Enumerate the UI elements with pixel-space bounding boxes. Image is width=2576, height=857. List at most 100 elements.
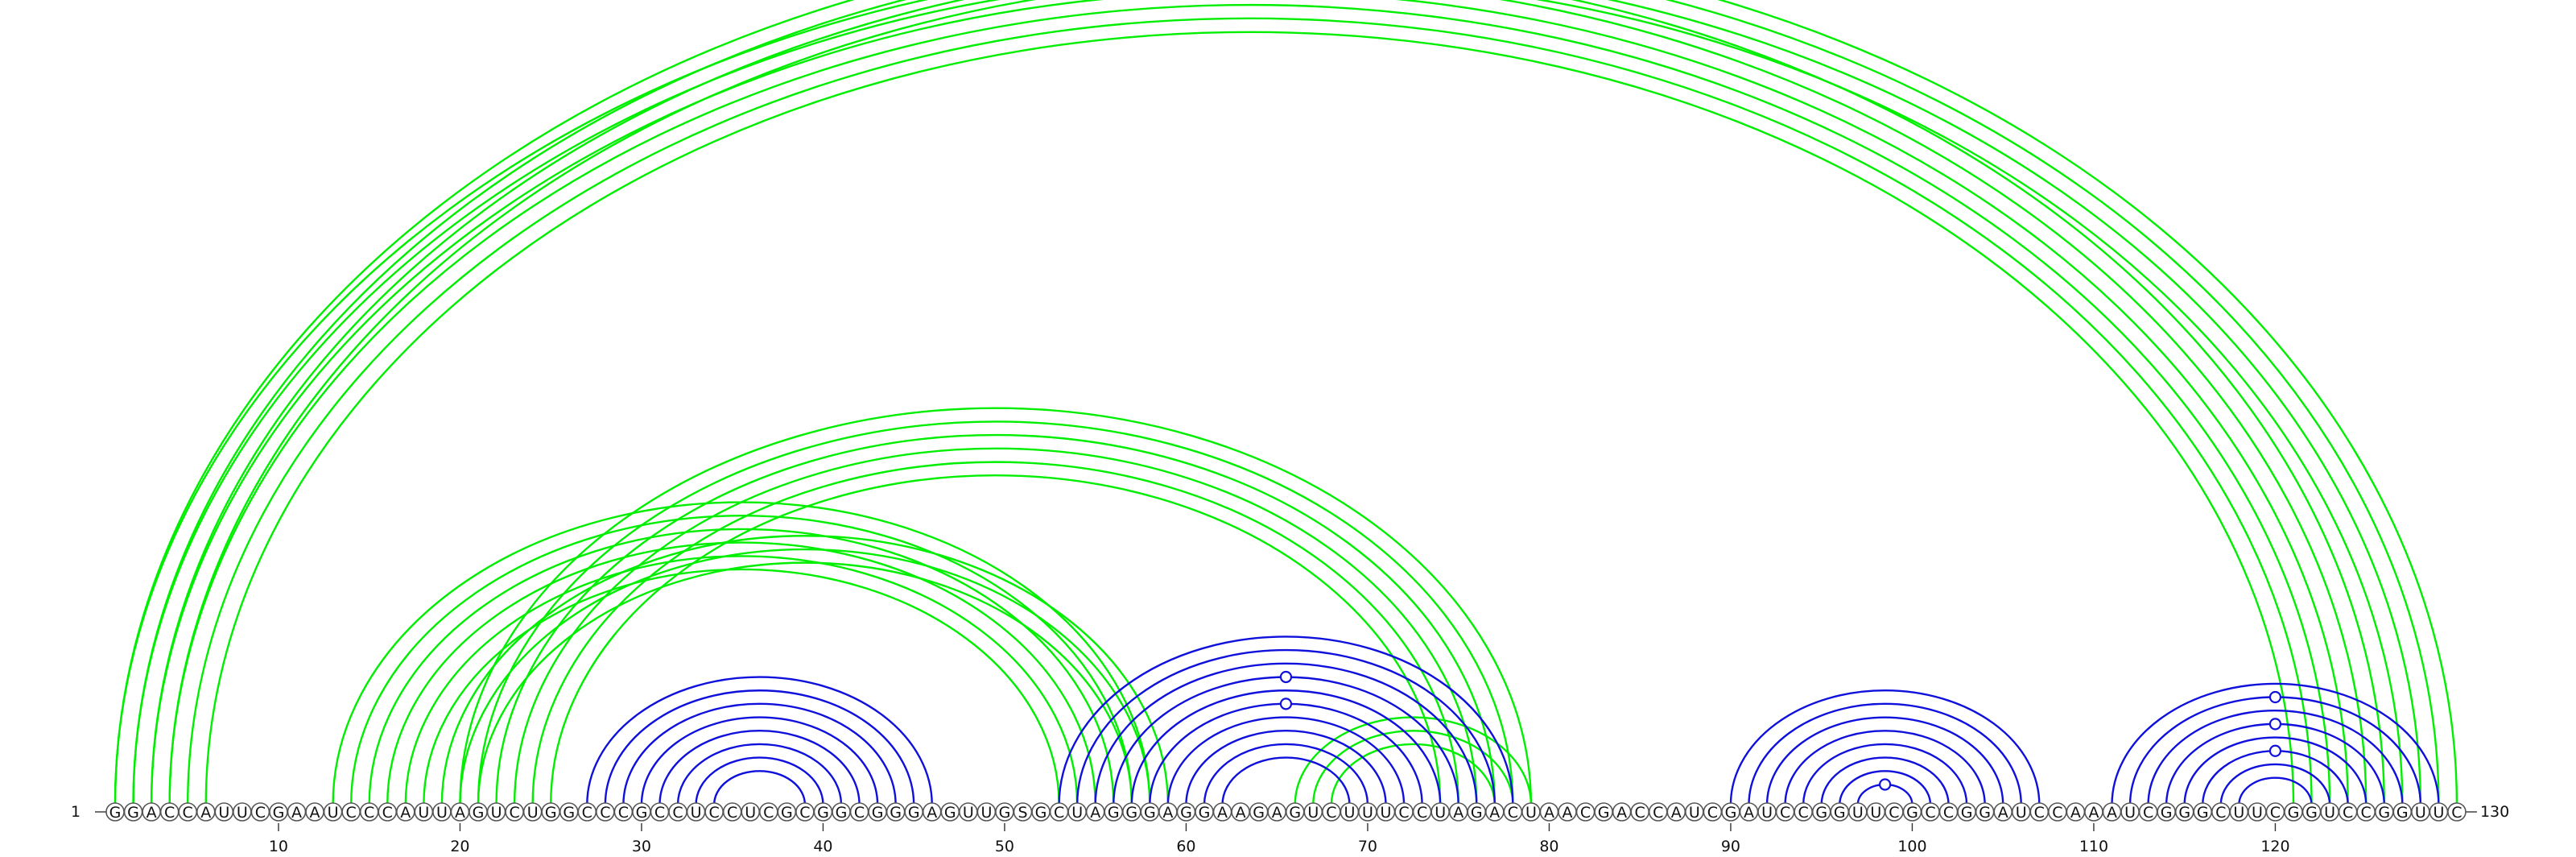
axis-tick-label: 90 bbox=[1721, 838, 1740, 855]
base-pair-arc bbox=[168, 0, 2404, 805]
nucleotide: A bbox=[2084, 802, 2103, 822]
nucleotide: A bbox=[1666, 802, 1686, 822]
base-pair-arc bbox=[459, 407, 1533, 805]
nucleotide-letter: C bbox=[763, 804, 774, 822]
base-pair-arc bbox=[712, 770, 807, 805]
base-pair-arc bbox=[1221, 756, 1351, 805]
nucleotide: G bbox=[2301, 802, 2322, 822]
nucleotide-letter: C bbox=[1798, 804, 1809, 822]
nucleotide-letter: A bbox=[1616, 804, 1627, 822]
nucleotide-letter: C bbox=[2052, 804, 2062, 822]
axis-tick-label: 50 bbox=[995, 838, 1014, 855]
nucleotide-letter: A bbox=[1998, 804, 2008, 822]
nucleotide: C bbox=[596, 802, 615, 822]
nucleotide-letter: G bbox=[1598, 804, 1610, 822]
nucleotide-letter: C bbox=[1889, 804, 1899, 822]
nucleotide: G bbox=[2284, 802, 2303, 822]
nucleotide: U bbox=[522, 802, 543, 822]
nucleotide: C bbox=[758, 802, 778, 822]
base-pair-arc bbox=[368, 528, 1115, 805]
nucleotide: C bbox=[1921, 802, 1940, 822]
nucleotide: G bbox=[269, 802, 288, 822]
nucleotide: C bbox=[250, 802, 270, 822]
base-pair-arc bbox=[604, 689, 915, 805]
nucleotide-letter: G bbox=[1471, 804, 1483, 822]
nucleotide: G bbox=[1285, 802, 1305, 822]
nucleotide-letter: U bbox=[2433, 804, 2444, 822]
nucleotide: C bbox=[2447, 802, 2467, 822]
nucleotide: U bbox=[1358, 802, 1377, 822]
nucleotide: C bbox=[1794, 802, 1813, 822]
axis-tick-label: 70 bbox=[1358, 838, 1377, 855]
nucleotide-letter: G bbox=[890, 804, 902, 822]
nucleotide-circle bbox=[2447, 802, 2467, 822]
axis-tick-label: 20 bbox=[450, 838, 469, 855]
nucleotide-letter: G bbox=[1906, 804, 1918, 822]
nucleotide: U bbox=[2229, 802, 2249, 822]
nucleotide: G bbox=[777, 802, 797, 822]
sequence-ends: 1 130 bbox=[71, 803, 2509, 821]
nucleotide-letter: C bbox=[255, 804, 266, 822]
nucleotide: C bbox=[2029, 802, 2050, 822]
nucleotide: G bbox=[1721, 802, 1740, 822]
nucleotide: A bbox=[395, 802, 415, 822]
base-pair-arc bbox=[1166, 716, 1406, 805]
nucleotide: U bbox=[2320, 802, 2339, 822]
nucleotide-letter: G bbox=[2378, 804, 2390, 822]
base-pair-arc bbox=[1312, 730, 1514, 805]
nucleotide-letter: G bbox=[1144, 804, 1156, 822]
nucleotide-letter: A bbox=[1453, 804, 1463, 822]
base-pair-arc bbox=[423, 568, 1060, 805]
nucleotide-letter: G bbox=[1125, 804, 1137, 822]
base-pair-arc bbox=[513, 447, 1478, 805]
base-pair-arc bbox=[440, 535, 1170, 805]
nucleotide: G bbox=[995, 802, 1014, 822]
nucleotide: G bbox=[1176, 802, 1196, 822]
nucleotide-letter: G bbox=[1979, 804, 1991, 822]
nucleotide-letter: G bbox=[1961, 804, 1973, 822]
base-pair-arc bbox=[1729, 689, 2041, 805]
nucleotide: C bbox=[577, 802, 597, 822]
nucleotide-letter: C bbox=[183, 804, 193, 822]
base-pair-arc bbox=[1185, 730, 1387, 805]
base-pair-arc bbox=[1203, 743, 1369, 805]
nucleotide-letter: C bbox=[2143, 804, 2153, 822]
base-pair-arc bbox=[132, 0, 2368, 805]
nucleotide-letter: C bbox=[2343, 804, 2353, 822]
nucleotide-letter: G bbox=[1253, 804, 1265, 822]
nucleotide: G bbox=[904, 802, 923, 822]
base-pair-arc bbox=[134, 0, 2439, 805]
nucleotide-letter: A bbox=[1563, 804, 1573, 822]
start-label: 1 bbox=[71, 803, 80, 821]
nucleotide-letter: G bbox=[908, 804, 920, 822]
base-pair-arc bbox=[695, 756, 824, 805]
nucleotide: A bbox=[287, 802, 307, 822]
nucleotide-letter: G bbox=[2288, 804, 2300, 822]
nucleotide-letter: G bbox=[836, 804, 848, 822]
nucleotide: C bbox=[159, 802, 180, 822]
nucleotide: U bbox=[1521, 802, 1541, 822]
nucleotide: G bbox=[813, 802, 833, 822]
base-pair-arc bbox=[622, 702, 897, 805]
nucleotide-letter: C bbox=[382, 804, 393, 822]
nucleotide: U bbox=[323, 802, 343, 822]
nucleotide: U bbox=[959, 802, 978, 822]
nucleotide: A bbox=[1085, 802, 1105, 822]
nucleotide: G bbox=[123, 802, 143, 822]
base-pair-arc bbox=[1094, 662, 1478, 805]
nucleotide-letter: U bbox=[2124, 804, 2136, 822]
nucleotide-letter: C bbox=[1707, 804, 1718, 822]
nucleotide: U bbox=[1067, 802, 1087, 822]
base-pair-arc bbox=[151, 0, 2421, 805]
nucleotide: G bbox=[1902, 802, 1922, 822]
base-pair-arc bbox=[1130, 689, 1442, 805]
nucleotide-letter: C bbox=[2361, 804, 2372, 822]
nucleotide: S bbox=[1013, 802, 1033, 822]
base-pair-arc bbox=[640, 716, 879, 805]
nucleotide: C bbox=[668, 802, 687, 822]
base-pair-arc bbox=[1802, 743, 1968, 805]
nucleotide-letter: G bbox=[2306, 804, 2318, 822]
nucleotide-letter: G bbox=[2396, 804, 2409, 822]
